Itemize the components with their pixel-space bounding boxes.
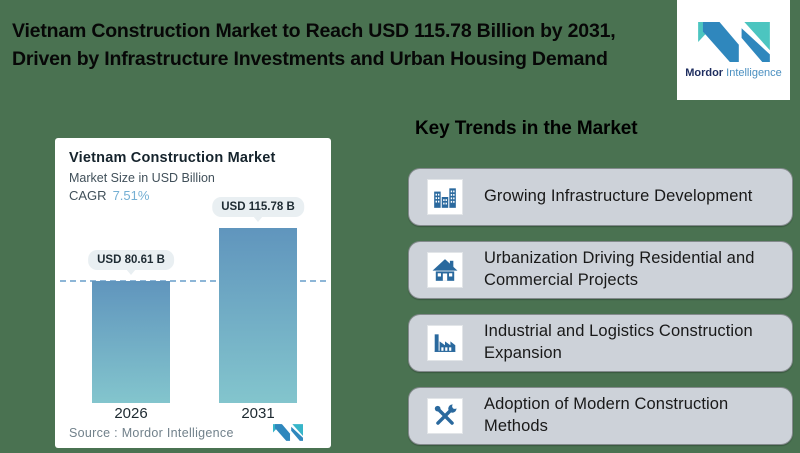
trend-card-urbanization: Urbanization Driving Residential and Com…: [408, 241, 793, 299]
trend-label: Adoption of Modern Construction Methods: [484, 395, 729, 435]
source-attribution: Source : Mordor Intelligence: [69, 425, 234, 440]
trend-card-industrial: Industrial and Logistics Construction Ex…: [408, 314, 793, 372]
tools-icon: [427, 398, 463, 434]
x-axis-label-2031: 2031: [241, 405, 275, 422]
cagr-value: 7.51%: [112, 188, 150, 203]
trend-label: Urbanization Driving Residential and Com…: [484, 249, 755, 289]
bar-2031-value-label: USD 115.78 B: [212, 197, 304, 217]
bar-plot-area: USD 80.61 B USD 115.78 B: [55, 178, 331, 403]
factory-icon: [427, 325, 463, 361]
bar-2026-value-label: USD 80.61 B: [88, 250, 174, 270]
trend-card-infrastructure: Growing Infrastructure Development: [408, 168, 793, 226]
trend-card-modern-methods: Adoption of Modern Construction Methods: [408, 387, 793, 445]
trend-label: Industrial and Logistics Construction Ex…: [484, 322, 753, 362]
trend-label: Growing Infrastructure Development: [484, 187, 753, 206]
cagr-label: CAGR: [69, 188, 107, 203]
reference-dashed-line: [60, 280, 326, 282]
mordor-intelligence-logo-icon: [697, 21, 770, 62]
bar-2026-label-caret: [126, 269, 136, 275]
mordor-intelligence-mini-logo-icon: [273, 424, 303, 441]
market-chart-card: Vietnam Construction Market Market Size …: [55, 138, 331, 448]
brand-name-light: Intelligence: [726, 66, 782, 79]
buildings-icon: [427, 179, 463, 215]
key-trends-heading: Key Trends in the Market: [415, 118, 638, 139]
bar-2031: [219, 228, 297, 403]
house-icon: [427, 252, 463, 288]
chart-subtitle: Market Size in USD Billion: [69, 171, 215, 185]
x-axis-label-2026: 2026: [114, 405, 148, 422]
chart-footer: Source : Mordor Intelligence: [69, 424, 303, 441]
page-title-line2: Driven by Infrastructure Investments and…: [12, 48, 608, 70]
key-trends-section: Key Trends in the Market: [408, 118, 793, 445]
page-title: Vietnam Construction Market to Reach USD…: [12, 17, 616, 73]
chart-title: Vietnam Construction Market: [69, 150, 276, 166]
brand-name: Mordor Intelligence: [685, 67, 782, 79]
bar-2026: [92, 281, 170, 403]
brand-logo-card: Mordor Intelligence: [677, 0, 790, 100]
chart-cagr: CAGR 7.51%: [69, 188, 149, 203]
bar-2031-label-caret: [253, 216, 263, 222]
page-title-line1: Vietnam Construction Market to Reach USD…: [12, 20, 616, 42]
brand-name-bold: Mordor: [685, 66, 724, 79]
